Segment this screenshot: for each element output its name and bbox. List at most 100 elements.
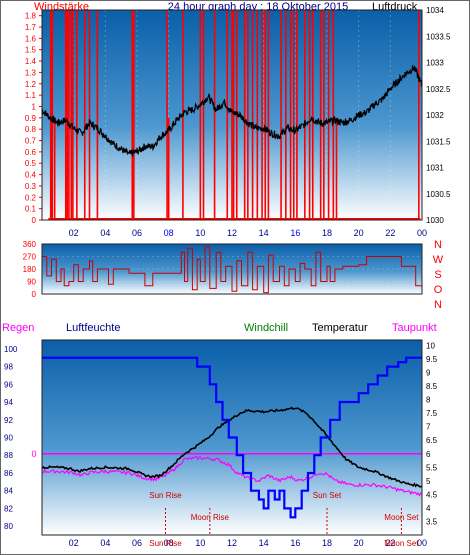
direction-tick-label: 90 <box>27 278 36 287</box>
temperature-tick-label: 3.5 <box>426 517 438 526</box>
wind-tick-label: 1.2 <box>25 80 37 89</box>
pressure-tick-label: 1033 <box>426 59 444 68</box>
temperature-tick-label: 6 <box>426 450 431 459</box>
x-tick-label: 04 <box>100 228 110 238</box>
compass-label: O <box>434 284 443 296</box>
x-tick-label: 22 <box>385 228 395 238</box>
wind-tick-label: 1.1 <box>25 91 37 100</box>
temperature-tick-label: 5.5 <box>426 463 438 472</box>
temperature-tick-label: 9.5 <box>426 355 438 364</box>
pressure-series-line <box>42 64 422 157</box>
wind-tick-label: 0.1 <box>25 205 37 214</box>
temperature-tick-label: 8 <box>426 396 431 405</box>
wind-tick-label: 1.6 <box>25 34 37 43</box>
wind-tick-label: 1.4 <box>25 57 37 66</box>
humidity-tick-label: 100 <box>4 345 18 354</box>
x-tick-label: 12 <box>227 228 237 238</box>
x-tick-label: 00 <box>417 538 427 548</box>
event-label: Moon Rise <box>191 513 230 522</box>
temperature-tick-label: 7 <box>426 423 431 432</box>
pressure-tick-label: 1032.5 <box>426 85 451 94</box>
temperature-tick-label: 7.5 <box>426 409 438 418</box>
x-tick-label: 14 <box>259 538 269 548</box>
wind-tick-label: 0.3 <box>25 182 37 191</box>
humidity-tick-label: 92 <box>4 416 13 425</box>
x-tick-label: 02 <box>69 228 79 238</box>
wind-tick-label: 0.4 <box>25 171 37 180</box>
pressure-tick-label: 1034 <box>426 6 444 15</box>
temperature-tick-label: 9 <box>426 369 431 378</box>
wind-tick-label: 0 <box>32 216 37 225</box>
temperature-tick-label: 6.5 <box>426 436 438 445</box>
x-tick-label: 10 <box>195 538 205 548</box>
bottom-event-label: Sun Rise <box>149 539 182 548</box>
x-tick-label: 04 <box>100 538 110 548</box>
wind-direction-line <box>42 246 422 294</box>
pressure-tick-label: 1030 <box>426 216 444 225</box>
event-label: Sun Set <box>313 491 342 500</box>
x-tick-label: 16 <box>290 228 300 238</box>
bottom-event-label: Moon Set <box>384 539 419 548</box>
compass-label: N <box>434 299 442 311</box>
temperature-series-line <box>42 406 422 488</box>
x-tick-label: 20 <box>354 228 364 238</box>
x-tick-label: 02 <box>69 538 79 548</box>
temperature-tick-label: 10 <box>426 341 435 350</box>
wind-tick-label: 1.3 <box>25 68 37 77</box>
x-tick-label: 22 <box>385 538 395 548</box>
x-tick-label: 16 <box>290 538 300 548</box>
wind-tick-label: 0.2 <box>25 193 37 202</box>
x-tick-label: 12 <box>227 538 237 548</box>
pressure-tick-label: 1031.5 <box>426 137 451 146</box>
direction-tick-label: 360 <box>23 240 37 249</box>
pressure-tick-label: 1031 <box>426 164 444 173</box>
wind-tick-label: 0.7 <box>25 137 37 146</box>
plot-area-border <box>41 339 423 536</box>
temperature-tick-label: 8.5 <box>426 382 438 391</box>
humidity-tick-label: 90 <box>4 434 13 443</box>
legend-humidity: Luftfeuchte <box>66 322 120 334</box>
wind-tick-label: 0.9 <box>25 114 37 123</box>
humidity-tick-label: 80 <box>4 522 13 531</box>
wind-tick-label: 1.8 <box>25 12 37 21</box>
temperature-tick-label: 4 <box>426 504 431 513</box>
humidity-tick-label: 98 <box>4 363 13 372</box>
x-tick-label: 06 <box>132 538 142 548</box>
legend-rain: Regen <box>2 322 34 334</box>
direction-tick-label: 270 <box>23 253 37 262</box>
wind-tick-label: 1.7 <box>25 23 37 32</box>
pressure-tick-label: 1032 <box>426 111 444 120</box>
pressure-tick-label: 1030.5 <box>426 190 451 199</box>
event-label: Sun Rise <box>149 491 182 500</box>
compass-label: N <box>434 239 442 251</box>
humidity-tick-label: 82 <box>4 504 13 513</box>
legend-temperature: Temperatur <box>312 322 368 334</box>
plot-area-border <box>41 9 423 221</box>
x-tick-label: 18 <box>322 538 332 548</box>
humidity-tick-label: 86 <box>4 469 13 478</box>
rain-zero-label: 0 <box>31 449 36 459</box>
wind-tick-label: 0.5 <box>25 159 37 168</box>
compass-label: S <box>434 269 441 281</box>
plot-area-border <box>41 243 423 295</box>
x-tick-label: 08 <box>164 538 174 548</box>
wind-tick-label: 1.5 <box>25 46 37 55</box>
x-tick-label: 10 <box>195 228 205 238</box>
pressure-tick-label: 1033.5 <box>426 32 451 41</box>
direction-tick-label: 0 <box>32 290 37 299</box>
x-tick-label: 08 <box>164 228 174 238</box>
temperature-tick-label: 4.5 <box>426 490 438 499</box>
legend-windchill: Windchill <box>244 322 288 334</box>
legend-dewpoint: Taupunkt <box>392 322 437 334</box>
compass-label: W <box>433 254 444 266</box>
direction-tick-label: 180 <box>23 265 37 274</box>
humidity-tick-label: 94 <box>4 398 13 407</box>
x-tick-label: 14 <box>259 228 269 238</box>
wind-tick-label: 1 <box>32 102 37 111</box>
x-tick-label: 06 <box>132 228 142 238</box>
humidity-tick-label: 96 <box>4 380 13 389</box>
x-tick-label: 20 <box>354 538 364 548</box>
wind-tick-label: 0.8 <box>25 125 37 134</box>
dewpoint-series-line <box>42 456 422 497</box>
